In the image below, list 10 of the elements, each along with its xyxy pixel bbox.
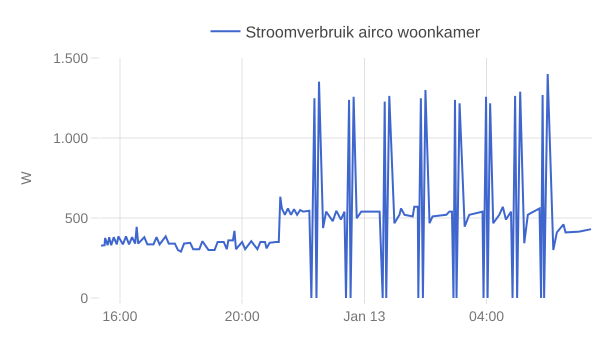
x-tick-label: 16:00 [102, 308, 138, 324]
y-tick-label: 1.000 [53, 130, 88, 146]
y-tick-label: 500 [64, 210, 88, 226]
y-tick-label: 1.500 [53, 50, 88, 66]
y-tick-label: 0 [80, 290, 88, 306]
legend-label: Stroomverbruik airco woonkamer [246, 24, 481, 42]
x-tick-label: 04:00 [469, 308, 504, 324]
y-axis-title: W [18, 170, 34, 185]
x-tick-label: 20:00 [224, 308, 260, 324]
x-tick-label: Jan 13 [343, 308, 386, 324]
